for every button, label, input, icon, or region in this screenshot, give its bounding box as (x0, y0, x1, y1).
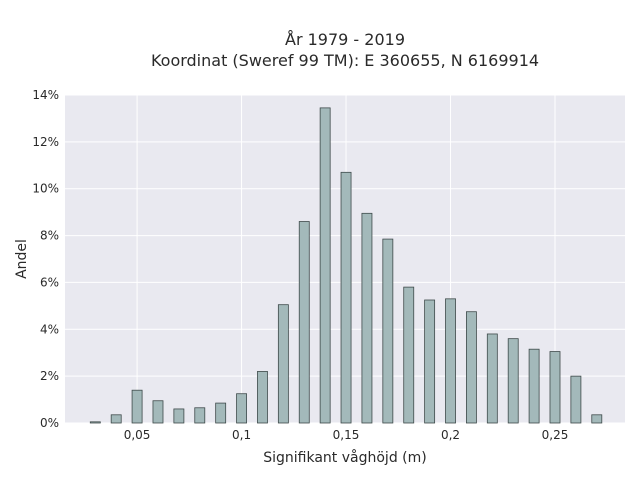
bars (89, 107, 603, 424)
bar (194, 407, 206, 424)
bar (277, 304, 289, 424)
bar (131, 389, 143, 424)
bar (403, 286, 415, 424)
bar (298, 221, 310, 424)
y-tick-label: 4% (40, 322, 59, 336)
y-tick-label: 12% (32, 135, 59, 149)
bar (89, 421, 101, 424)
bar (173, 408, 185, 424)
bar (215, 402, 227, 424)
x-tick-label: 0,2 (441, 428, 460, 442)
bar (257, 371, 268, 424)
chart-title: År 1979 - 2019 (285, 30, 405, 49)
bar (340, 171, 352, 424)
y-tick-label: 2% (40, 369, 59, 383)
bar (424, 299, 436, 424)
y-tick-label: 10% (32, 182, 59, 196)
bar (236, 393, 247, 424)
x-tick-label: 0,05 (124, 428, 151, 442)
y-tick-label: 14% (32, 88, 59, 102)
x-axis-ticks: 0,05 0,1 0,15 0,2 0,25 (124, 428, 569, 442)
x-tick-label: 0,25 (542, 428, 569, 442)
bar (570, 375, 582, 424)
y-axis-ticks: 0% 2% 4% 6% 8% 10% 12% 14% (32, 88, 59, 430)
y-axis-label: Andel (14, 239, 30, 279)
x-tick-label: 0,1 (232, 428, 251, 442)
bar (486, 333, 498, 424)
bar (466, 311, 477, 424)
bar (528, 348, 540, 424)
x-tick-label: 0,15 (333, 428, 360, 442)
y-tick-label: 0% (40, 416, 59, 430)
bar (110, 414, 122, 424)
bar (319, 107, 331, 424)
bar (549, 351, 561, 424)
x-axis-label: Signifikant våghöjd (m) (263, 449, 426, 466)
bar (361, 212, 373, 424)
y-tick-label: 8% (40, 229, 59, 243)
y-tick-label: 6% (40, 275, 59, 289)
bar (152, 400, 164, 424)
bar (507, 338, 519, 424)
chart-subtitle: Koordinat (Sweref 99 TM): E 360655, N 61… (151, 51, 539, 70)
bar (382, 238, 394, 424)
bar (591, 414, 603, 424)
bar (445, 298, 456, 424)
